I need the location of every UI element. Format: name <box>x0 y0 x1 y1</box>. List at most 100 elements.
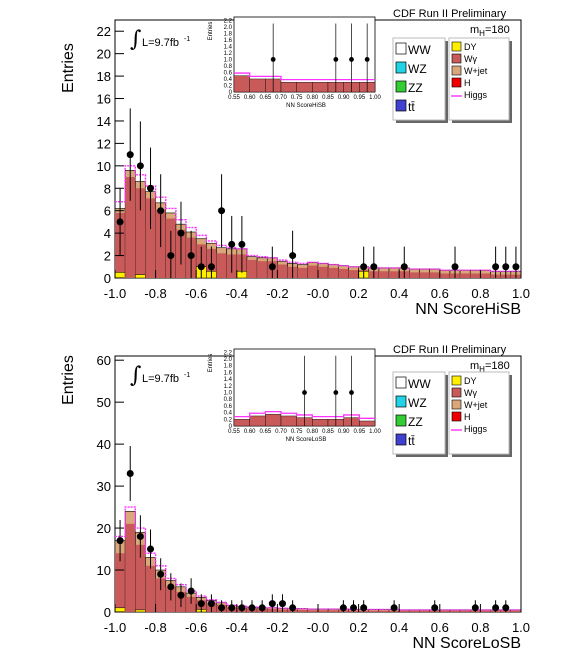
top-bin-wgamma <box>216 253 227 278</box>
bottom-data-point <box>218 604 226 612</box>
bottom-lumi-exp: -1 <box>184 372 190 379</box>
top-x-axis-title: NN ScoreHiSB <box>415 301 521 318</box>
bottom-x-tick-label: 0.2 <box>350 620 368 635</box>
top-y-tick-label: 2 <box>104 249 111 264</box>
bottom-data-point <box>187 587 195 595</box>
bottom-inset-higgs-line <box>234 410 375 419</box>
bottom-legend-swatch <box>395 395 407 408</box>
bottom-inset-y-tick-label: 1.8 <box>224 364 233 370</box>
bottom-legend-swatch <box>451 387 462 398</box>
top-bin-wgamma <box>318 266 329 278</box>
bottom-data-point <box>177 591 185 599</box>
bottom-x-tick-label: -1.0 <box>104 620 126 635</box>
bottom-inset-x-title: NN ScoreLoSB <box>286 437 327 443</box>
top-data-point <box>238 240 246 248</box>
top-x-tick-label: -0.6 <box>185 286 207 301</box>
bottom-data-point <box>471 604 479 612</box>
bottom-inset-data-point <box>333 390 339 395</box>
top-bin-wgamma <box>125 177 136 278</box>
top-data-point <box>136 162 144 170</box>
bottom-panel: Entries NN ScoreLoSB CDF Run II Prelimin… <box>60 344 530 652</box>
top-inset-x-tick-label: 0.55 <box>228 95 240 101</box>
top-legend-swatch <box>451 65 462 76</box>
bottom-data-point <box>207 600 215 608</box>
bottom-x-tick-label: -0.0 <box>307 620 329 635</box>
bottom-bin-wgamma <box>297 609 308 612</box>
bottom-header: CDF Run II Preliminary <box>393 344 507 356</box>
top-lumi-exp: -1 <box>184 36 190 43</box>
bottom-x-tick-label: 0.8 <box>471 620 489 635</box>
top-header: CDF Run II Preliminary <box>393 8 507 20</box>
bottom-data-point <box>289 604 297 612</box>
bottom-legend-swatch <box>451 411 462 422</box>
top-bin-wgamma <box>480 273 491 278</box>
top-inset-y-tick-label: 1.8 <box>224 31 233 37</box>
bottom-inset-x-tick-label: 0.55 <box>228 429 240 435</box>
top-bin-wgamma <box>145 198 156 278</box>
bottom-inset-data-point <box>349 390 354 395</box>
bottom-inset-bin <box>249 415 266 427</box>
bottom-x-tick-label: -0.2 <box>266 620 288 635</box>
top-inset-y-tick-label: 0.2 <box>224 83 233 89</box>
top-bin-wgamma <box>378 271 390 278</box>
top-legend-swatch <box>395 99 407 112</box>
top-data-point <box>228 240 236 248</box>
bottom-data-point <box>258 604 266 612</box>
bottom-inset-y-tick-label: 0.6 <box>224 404 233 410</box>
top-data-point <box>197 263 205 271</box>
bottom-data-point <box>268 600 276 608</box>
bottom-inset-y-tick-label: 1.2 <box>224 384 233 390</box>
top-y-tick-label: 20 <box>97 47 111 62</box>
top-y-tick-label: 14 <box>97 114 111 129</box>
top-inset-y-tick-label: 1.6 <box>224 38 233 44</box>
top-bin-wgamma <box>409 272 420 278</box>
bottom-inset-bin <box>280 415 297 427</box>
bottom-inset-x-tick-label: 0.85 <box>322 429 334 435</box>
top-legend-label: tt̄ <box>408 100 415 114</box>
top-data-point <box>157 207 165 215</box>
bottom-data-point <box>278 600 286 608</box>
top-inset-data-point <box>349 56 354 62</box>
top-data-point <box>400 263 408 271</box>
top-y-tick-label: 16 <box>97 92 111 107</box>
top-inset-data-point <box>270 56 276 62</box>
top-x-tick-label: -0.0 <box>307 286 329 301</box>
top-mass-m: m <box>470 24 479 36</box>
top-bin-wgamma <box>460 273 471 278</box>
bottom-x-tick-label: -0.6 <box>185 620 207 635</box>
top-bin-wgamma <box>307 265 318 278</box>
top-y-axis-title: Entries <box>60 43 77 93</box>
bottom-legend-swatch <box>451 375 462 386</box>
bottom-data-point <box>238 604 246 612</box>
bottom-bin-wgamma <box>186 596 197 612</box>
top-legend-label: Wγ <box>464 54 477 64</box>
bottom-mass-label: mH=180 <box>470 360 510 374</box>
bottom-data-point <box>339 604 347 612</box>
bottom-inset-y-tick-label: 1.6 <box>224 370 233 376</box>
top-inset-x-tick-label: 0.80 <box>306 95 318 101</box>
top-bin-wgamma <box>246 260 258 278</box>
bottom-x-tick-label: 1.0 <box>512 620 530 635</box>
bottom-inset-y-tick-label: 1.0 <box>224 391 233 397</box>
top-legend-swatch <box>395 80 407 93</box>
top-inset-y-title: Entries <box>208 22 214 41</box>
bottom-legend-label: WZ <box>408 396 427 410</box>
bottom-legend-label: tt̄ <box>408 434 415 448</box>
top-inset-x-tick-label: 0.60 <box>244 95 256 101</box>
bottom-bin-dy <box>135 609 146 613</box>
top-inset-y-tick-label: 0 <box>229 90 233 96</box>
bottom-legend-label: Wγ <box>464 388 477 398</box>
top-data-point <box>116 218 124 226</box>
top-integral-symbol: ∫ <box>130 27 142 52</box>
bottom-inset-bin <box>265 414 282 427</box>
top-bin-wgamma <box>277 264 288 278</box>
top-inset-y-tick-label: 0.6 <box>224 70 233 76</box>
top-inset-y-tick-label: 0.8 <box>224 64 233 70</box>
top-y-tick-label: 4 <box>104 226 111 241</box>
bottom-y-tick-label: 60 <box>97 353 111 368</box>
top-x-tick-label: -0.8 <box>144 286 166 301</box>
bottom-y-axis-title: Entries <box>60 355 77 405</box>
top-y-tick-label: 18 <box>97 69 111 84</box>
top-inset-bin <box>280 82 297 93</box>
top-legend-swatch <box>451 53 462 64</box>
